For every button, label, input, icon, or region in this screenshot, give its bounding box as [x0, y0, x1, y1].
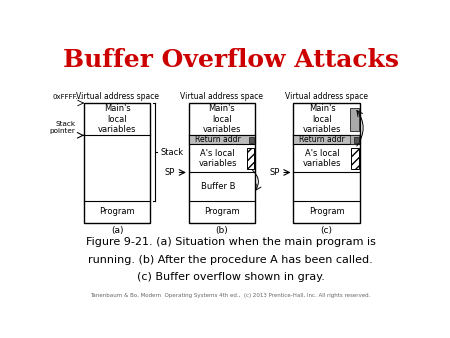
Bar	[189, 135, 255, 144]
Text: Return addr: Return addr	[195, 135, 241, 144]
Text: Return addr: Return addr	[299, 135, 345, 144]
Text: Virtual address space: Virtual address space	[285, 92, 368, 101]
Text: Tanenbaum & Bo, Modern  Operating Systems 4th ed.,  (c) 2013 Prentice-Hall, Inc.: Tanenbaum & Bo, Modern Operating Systems…	[90, 293, 371, 298]
Text: (a): (a)	[111, 226, 124, 235]
Text: SP: SP	[164, 168, 175, 177]
Text: Figure 9-21. (a) Situation when the main program is: Figure 9-21. (a) Situation when the main…	[86, 237, 376, 247]
Bar	[351, 148, 359, 169]
Text: Program: Program	[99, 208, 135, 216]
Text: A's local
variables: A's local variables	[198, 149, 237, 168]
Bar	[249, 137, 254, 143]
Bar	[84, 103, 150, 223]
Text: Buffer B: Buffer B	[201, 182, 236, 191]
Text: Virtual address space: Virtual address space	[180, 92, 263, 101]
Text: Stack
pointer: Stack pointer	[50, 121, 76, 134]
Bar	[247, 148, 254, 169]
Text: A's local
variables: A's local variables	[303, 149, 342, 168]
Text: (c): (c)	[320, 226, 333, 235]
Text: 0xFFFF...: 0xFFFF...	[52, 94, 82, 100]
Text: Program: Program	[204, 208, 240, 216]
Bar	[293, 135, 360, 144]
Text: Main's
local
variables: Main's local variables	[202, 104, 241, 134]
Text: Main's
local
variables: Main's local variables	[98, 104, 136, 134]
Bar	[350, 107, 359, 131]
Text: Main's
local
variables: Main's local variables	[303, 104, 342, 134]
Text: SP: SP	[269, 168, 279, 177]
Text: (b): (b)	[216, 226, 228, 235]
Text: Program: Program	[309, 208, 344, 216]
Text: running. (b) After the procedure A has been called.: running. (b) After the procedure A has b…	[88, 255, 373, 265]
Text: (c) Buffer overflow shown in gray.: (c) Buffer overflow shown in gray.	[137, 272, 324, 282]
Bar	[189, 103, 255, 223]
Text: Buffer Overflow Attacks: Buffer Overflow Attacks	[63, 48, 399, 72]
Text: Virtual address space: Virtual address space	[76, 92, 159, 101]
Bar	[354, 137, 359, 143]
Bar	[350, 135, 359, 144]
Text: Stack: Stack	[161, 148, 184, 156]
Bar	[293, 103, 360, 223]
